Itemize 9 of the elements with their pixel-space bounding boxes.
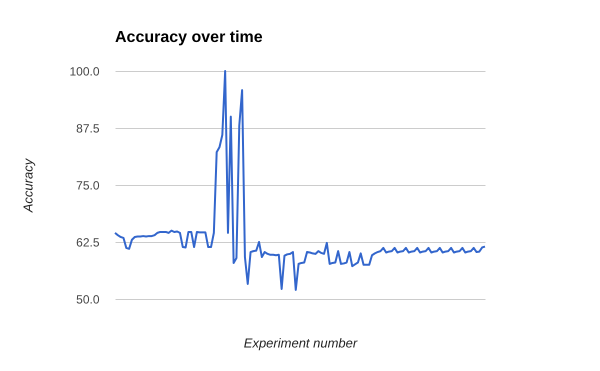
chart-title: Accuracy over time	[115, 29, 263, 46]
y-axis-title: Accuracy	[20, 157, 36, 214]
x-axis-title: Experiment number	[244, 336, 358, 350]
y-tick-label: 100.0	[69, 64, 100, 78]
y-tick-label: 62.5	[76, 236, 100, 250]
y-tick-label: 87.5	[76, 122, 100, 136]
y-tick-label: 75.0	[76, 178, 100, 192]
line-series	[114, 70, 486, 291]
y-tick-label: 50.0	[76, 292, 100, 306]
